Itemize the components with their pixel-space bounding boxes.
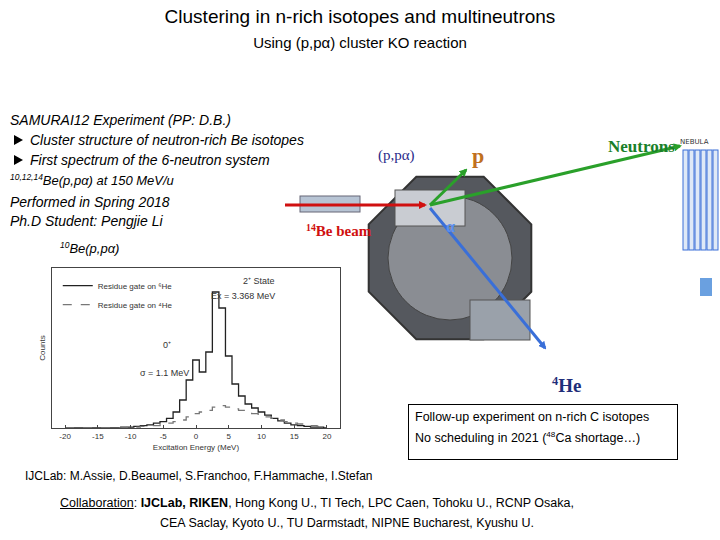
svg-text:2⁺ State: 2⁺ State xyxy=(243,276,275,286)
svg-text:-10: -10 xyxy=(125,432,137,441)
svg-text:Excitation Energy (MeV): Excitation Energy (MeV) xyxy=(153,443,240,452)
svg-text:NEBULA: NEBULA xyxy=(680,138,709,146)
svg-text:Residue gate on ⁴He: Residue gate on ⁴He xyxy=(98,301,173,310)
html-text:Using (p,pα) cluster KO reacti: Using (p,pα) cluster KO reaction xyxy=(253,34,467,51)
html-text:Follow-up experiment on n-rich: Follow-up experiment on n-rich C isotope… xyxy=(415,410,650,424)
svg-text:5: 5 xyxy=(227,432,232,441)
svg-text:15: 15 xyxy=(290,432,299,441)
svg-text:-20: -20 xyxy=(59,432,71,441)
svg-text:10: 10 xyxy=(257,432,266,441)
html-text:SAMURAI12 Experiment (PP: D.B.: SAMURAI12 Experiment (PP: D.B.) xyxy=(10,112,231,128)
svg-text:-15: -15 xyxy=(92,432,104,441)
svg-text:(p,pα): (p,pα) xyxy=(378,147,415,164)
html-text:CEA Saclay, Kyoto U., TU Darms: CEA Saclay, Kyoto U., TU Darmstadt, NIPN… xyxy=(160,516,534,530)
svg-text:α: α xyxy=(446,218,455,235)
svg-text:Ex = 3.368 MeV: Ex = 3.368 MeV xyxy=(211,291,275,301)
svg-text:20: 20 xyxy=(322,432,331,441)
html-text:10Be(p,pα): 10Be(p,pα) xyxy=(60,240,120,257)
svg-text:p: p xyxy=(472,143,484,168)
html-text:Ph.D Student: Pengjie Li: Ph.D Student: Pengjie Li xyxy=(10,213,163,229)
html-text:No scheduling in 2021 (48Ca sh: No scheduling in 2021 (48Ca shortage…) xyxy=(415,430,641,446)
svg-text:Counts: Counts xyxy=(38,335,47,360)
html-text:Cluster structure of neutron-r: Cluster structure of neutron-rich Be iso… xyxy=(30,132,304,148)
html-text:Collaboration: IJCLab, RIKEN,: Collaboration: IJCLab, RIKEN, Hong Kong … xyxy=(60,496,574,510)
svg-text:σ = 1.1 MeV: σ = 1.1 MeV xyxy=(140,368,189,378)
svg-text:0: 0 xyxy=(194,432,199,441)
svg-text:4He: 4He xyxy=(552,374,581,396)
html-text:First spectrum of the 6-neutro: First spectrum of the 6-neutron system xyxy=(30,152,270,168)
svg-text:Neutrons: Neutrons xyxy=(608,137,675,156)
html-text:Performed in Spring 2018: Performed in Spring 2018 xyxy=(10,194,170,210)
svg-text:0⁺: 0⁺ xyxy=(163,340,171,350)
html-text:Clustering in n-rich isotopes: Clustering in n-rich isotopes and multin… xyxy=(164,6,556,27)
svg-text:-5: -5 xyxy=(160,432,168,441)
svg-text:Residue gate on ⁶He: Residue gate on ⁶He xyxy=(98,282,173,291)
html-text:10,12,14Be(p,pα) at 150 MeV/u: 10,12,14Be(p,pα) at 150 MeV/u xyxy=(10,172,174,189)
svg-text:14Be beam: 14Be beam xyxy=(306,222,372,240)
html-text:IJCLab: M.Assie, D.Beaumel, S.: IJCLab: M.Assie, D.Beaumel, S.Franchoo, … xyxy=(25,469,373,483)
